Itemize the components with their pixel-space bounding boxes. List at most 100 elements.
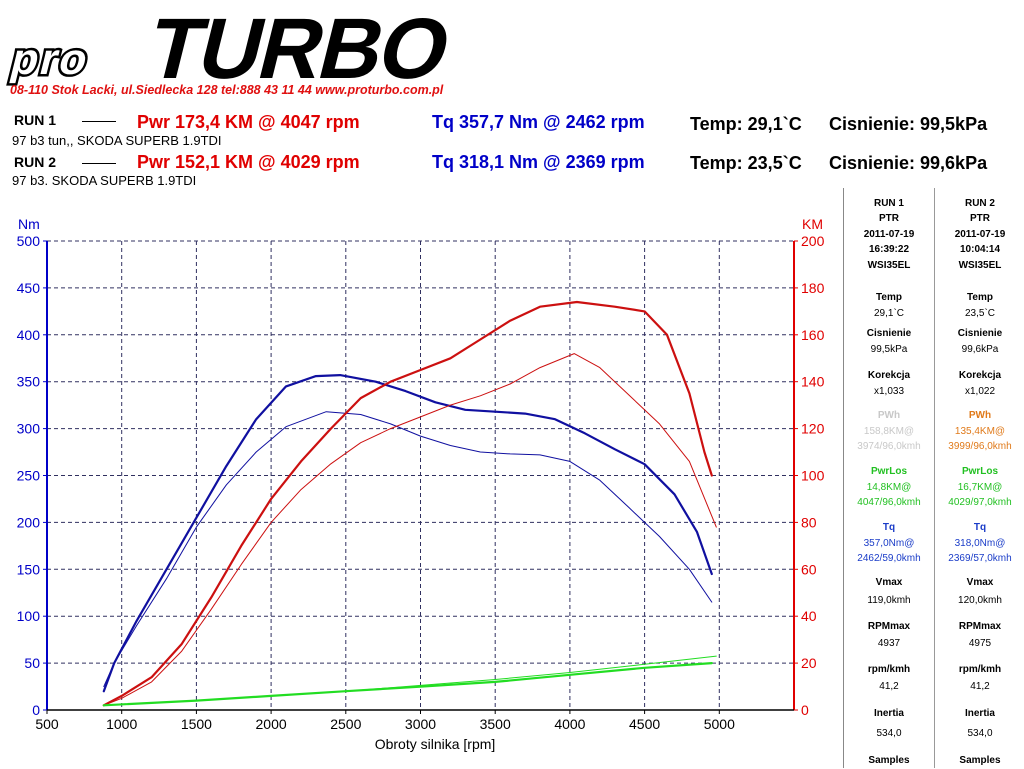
left-tick-label: 0 [32, 702, 40, 718]
run1-pwr: Pwr 173,4 KM @ 4047 rpm [137, 112, 360, 132]
x-tick-label: 5000 [704, 716, 735, 732]
x-tick-label: 4000 [554, 716, 585, 732]
run1-detail-name: RUN 1 [873, 198, 904, 209]
run1-samples-label: Samples [868, 755, 910, 766]
run1-rpmmax-label: RPMmax [867, 621, 911, 632]
run2-los-rpm: 4029/97,0kmh [948, 497, 1012, 508]
run2-pwh-label: PWh [968, 410, 992, 421]
dyno-chart: 0501001502002503003504004505000204060801… [17, 216, 825, 752]
run2-rpmkmh-value: 41,2 [970, 681, 990, 692]
run2-rpmkmh-label: rpm/kmh [958, 664, 1002, 675]
run2-detail-date: 2011-07-19 [954, 229, 1006, 240]
left-tick-label: 300 [17, 421, 41, 437]
run2-pwh-rpm: 3999/96,0kmh [948, 441, 1012, 452]
run1-rpmmax-value: 4937 [877, 638, 901, 649]
run1-press-value: 99,5kPa [870, 344, 908, 355]
run1-rpmkmh-value: 41,2 [879, 681, 899, 692]
run1-tq: Tq 357,7 Nm @ 2462 rpm [432, 112, 645, 132]
run2-press-value: 99,6kPa [961, 344, 999, 355]
run2-temp: Temp: 23,5`C [690, 153, 802, 173]
proturbo-logo: pro TURBO [4, 4, 459, 86]
run2-corr-value: x1,022 [964, 386, 996, 397]
run1-vmax-label: Vmax [875, 577, 903, 588]
run1-detail-mode: PTR [879, 213, 899, 224]
run1-temp-value: 29,1`C [873, 308, 904, 319]
left-tick-label: 400 [17, 327, 41, 343]
run1-detail-time: 16:39:22 [868, 244, 910, 255]
left-tick-label: 250 [17, 468, 41, 484]
run1-los-value: 14,8KM@ [866, 482, 912, 493]
right-tick-label: 80 [801, 514, 817, 530]
contact-line: 08-110 Stok Lacki, ul.Siedlecka 128 tel:… [10, 83, 444, 97]
run2-details: RUN 2 PTR 2011-07-19 10:04:14 WSI35EL Te… [934, 188, 1024, 768]
run2-rpmmax-value: 4975 [968, 638, 992, 649]
right-tick-label: 180 [801, 280, 825, 296]
x-tick-label: 1500 [181, 716, 212, 732]
run1-pwh-rpm: 3974/96,0kmh [857, 441, 921, 452]
run1-subtitle: 97 b3 tun,, SKODA SUPERB 1.9TDI [12, 133, 222, 148]
run2-samples-label: Samples [959, 755, 1001, 766]
run2-inertia-value: 534,0 [967, 728, 993, 739]
run1-pressure: Cisnienie: 99,5kPa [829, 114, 988, 134]
run-details-panel: RUN 1 PTR 2011-07-19 16:39:22 WSI35EL Te… [843, 188, 1024, 768]
run2-tq: Tq 318,1 Nm @ 2369 rpm [432, 152, 645, 172]
run1-rpmkmh-label: rpm/kmh [867, 664, 911, 675]
run1-inertia-label: Inertia [873, 708, 904, 719]
right-tick-label: 0 [801, 702, 809, 718]
logo-turbo: TURBO [139, 4, 459, 86]
run2-label: RUN 2 [14, 154, 57, 170]
x-tick-label: 2000 [256, 716, 287, 732]
series-line [102, 300, 713, 707]
x-tick-label: 1000 [106, 716, 137, 732]
run2-line-sample [82, 163, 116, 164]
run1-line-sample [82, 121, 116, 122]
run2-detail-time: 10:04:14 [959, 244, 1001, 255]
x-tick-label: 500 [35, 716, 59, 732]
run1-vmax-value: 119,0kmh [867, 595, 911, 606]
run2-corr-label: Korekcja [958, 370, 1002, 381]
run2-tq-label: Tq [973, 522, 987, 533]
right-tick-label: 20 [801, 655, 817, 671]
run2-detail-mode: PTR [970, 213, 990, 224]
logo-pro: pro [6, 36, 95, 84]
left-axis-unit: Nm [18, 216, 40, 232]
left-tick-label: 50 [24, 655, 40, 671]
left-tick-label: 150 [17, 561, 41, 577]
run2-los-value: 16,7KM@ [957, 482, 1003, 493]
run2-subtitle: 97 b3. SKODA SUPERB 1.9TDI [12, 173, 197, 188]
run2-rpmmax-label: RPMmax [958, 621, 1002, 632]
run1-details: RUN 1 PTR 2011-07-19 16:39:22 WSI35EL Te… [844, 188, 934, 768]
left-tick-label: 100 [17, 608, 41, 624]
right-tick-label: 200 [801, 233, 825, 249]
run2-pwr: Pwr 152,1 KM @ 4029 rpm [137, 152, 360, 172]
run2-temp-label: Temp [967, 292, 993, 303]
right-tick-label: 160 [801, 327, 825, 343]
run1-los-label: PwrLos [870, 466, 908, 477]
run1-tq-rpm: 2462/59,0kmh [857, 553, 921, 564]
run1-press-label: Cisnienie [866, 328, 912, 339]
run1-corr-label: Korekcja [867, 370, 911, 381]
run2-inertia-label: Inertia [964, 708, 995, 719]
run1-tq-value: 357,0Nm@ [863, 538, 915, 549]
left-tick-label: 350 [17, 374, 41, 390]
right-tick-label: 40 [801, 608, 817, 624]
x-tick-label: 4500 [629, 716, 660, 732]
series-line [103, 411, 713, 688]
run1-los-rpm: 4047/96,0kmh [857, 497, 921, 508]
run2-detail-name: RUN 2 [964, 198, 995, 209]
run2-vmax-value: 120,0kmh [958, 595, 1002, 606]
run2-detail-code: WSI35EL [958, 260, 1002, 271]
right-tick-label: 140 [801, 374, 825, 390]
left-tick-label: 500 [17, 233, 41, 249]
chart-series [102, 300, 717, 707]
run1-detail-code: WSI35EL [867, 260, 911, 271]
right-tick-label: 60 [801, 561, 817, 577]
run1-pwh-value: 158,8KM@ [863, 426, 915, 437]
chart-axes: 0501001502002503003504004505000204060801… [17, 233, 825, 732]
run1-pwh-label: PWh [877, 410, 901, 421]
run1-inertia-value: 534,0 [876, 728, 902, 739]
run2-tq-rpm: 2369/57,0kmh [948, 553, 1012, 564]
run2-tq-value: 318,0Nm@ [954, 538, 1006, 549]
x-tick-label: 3500 [480, 716, 511, 732]
run1-label: RUN 1 [14, 112, 57, 128]
